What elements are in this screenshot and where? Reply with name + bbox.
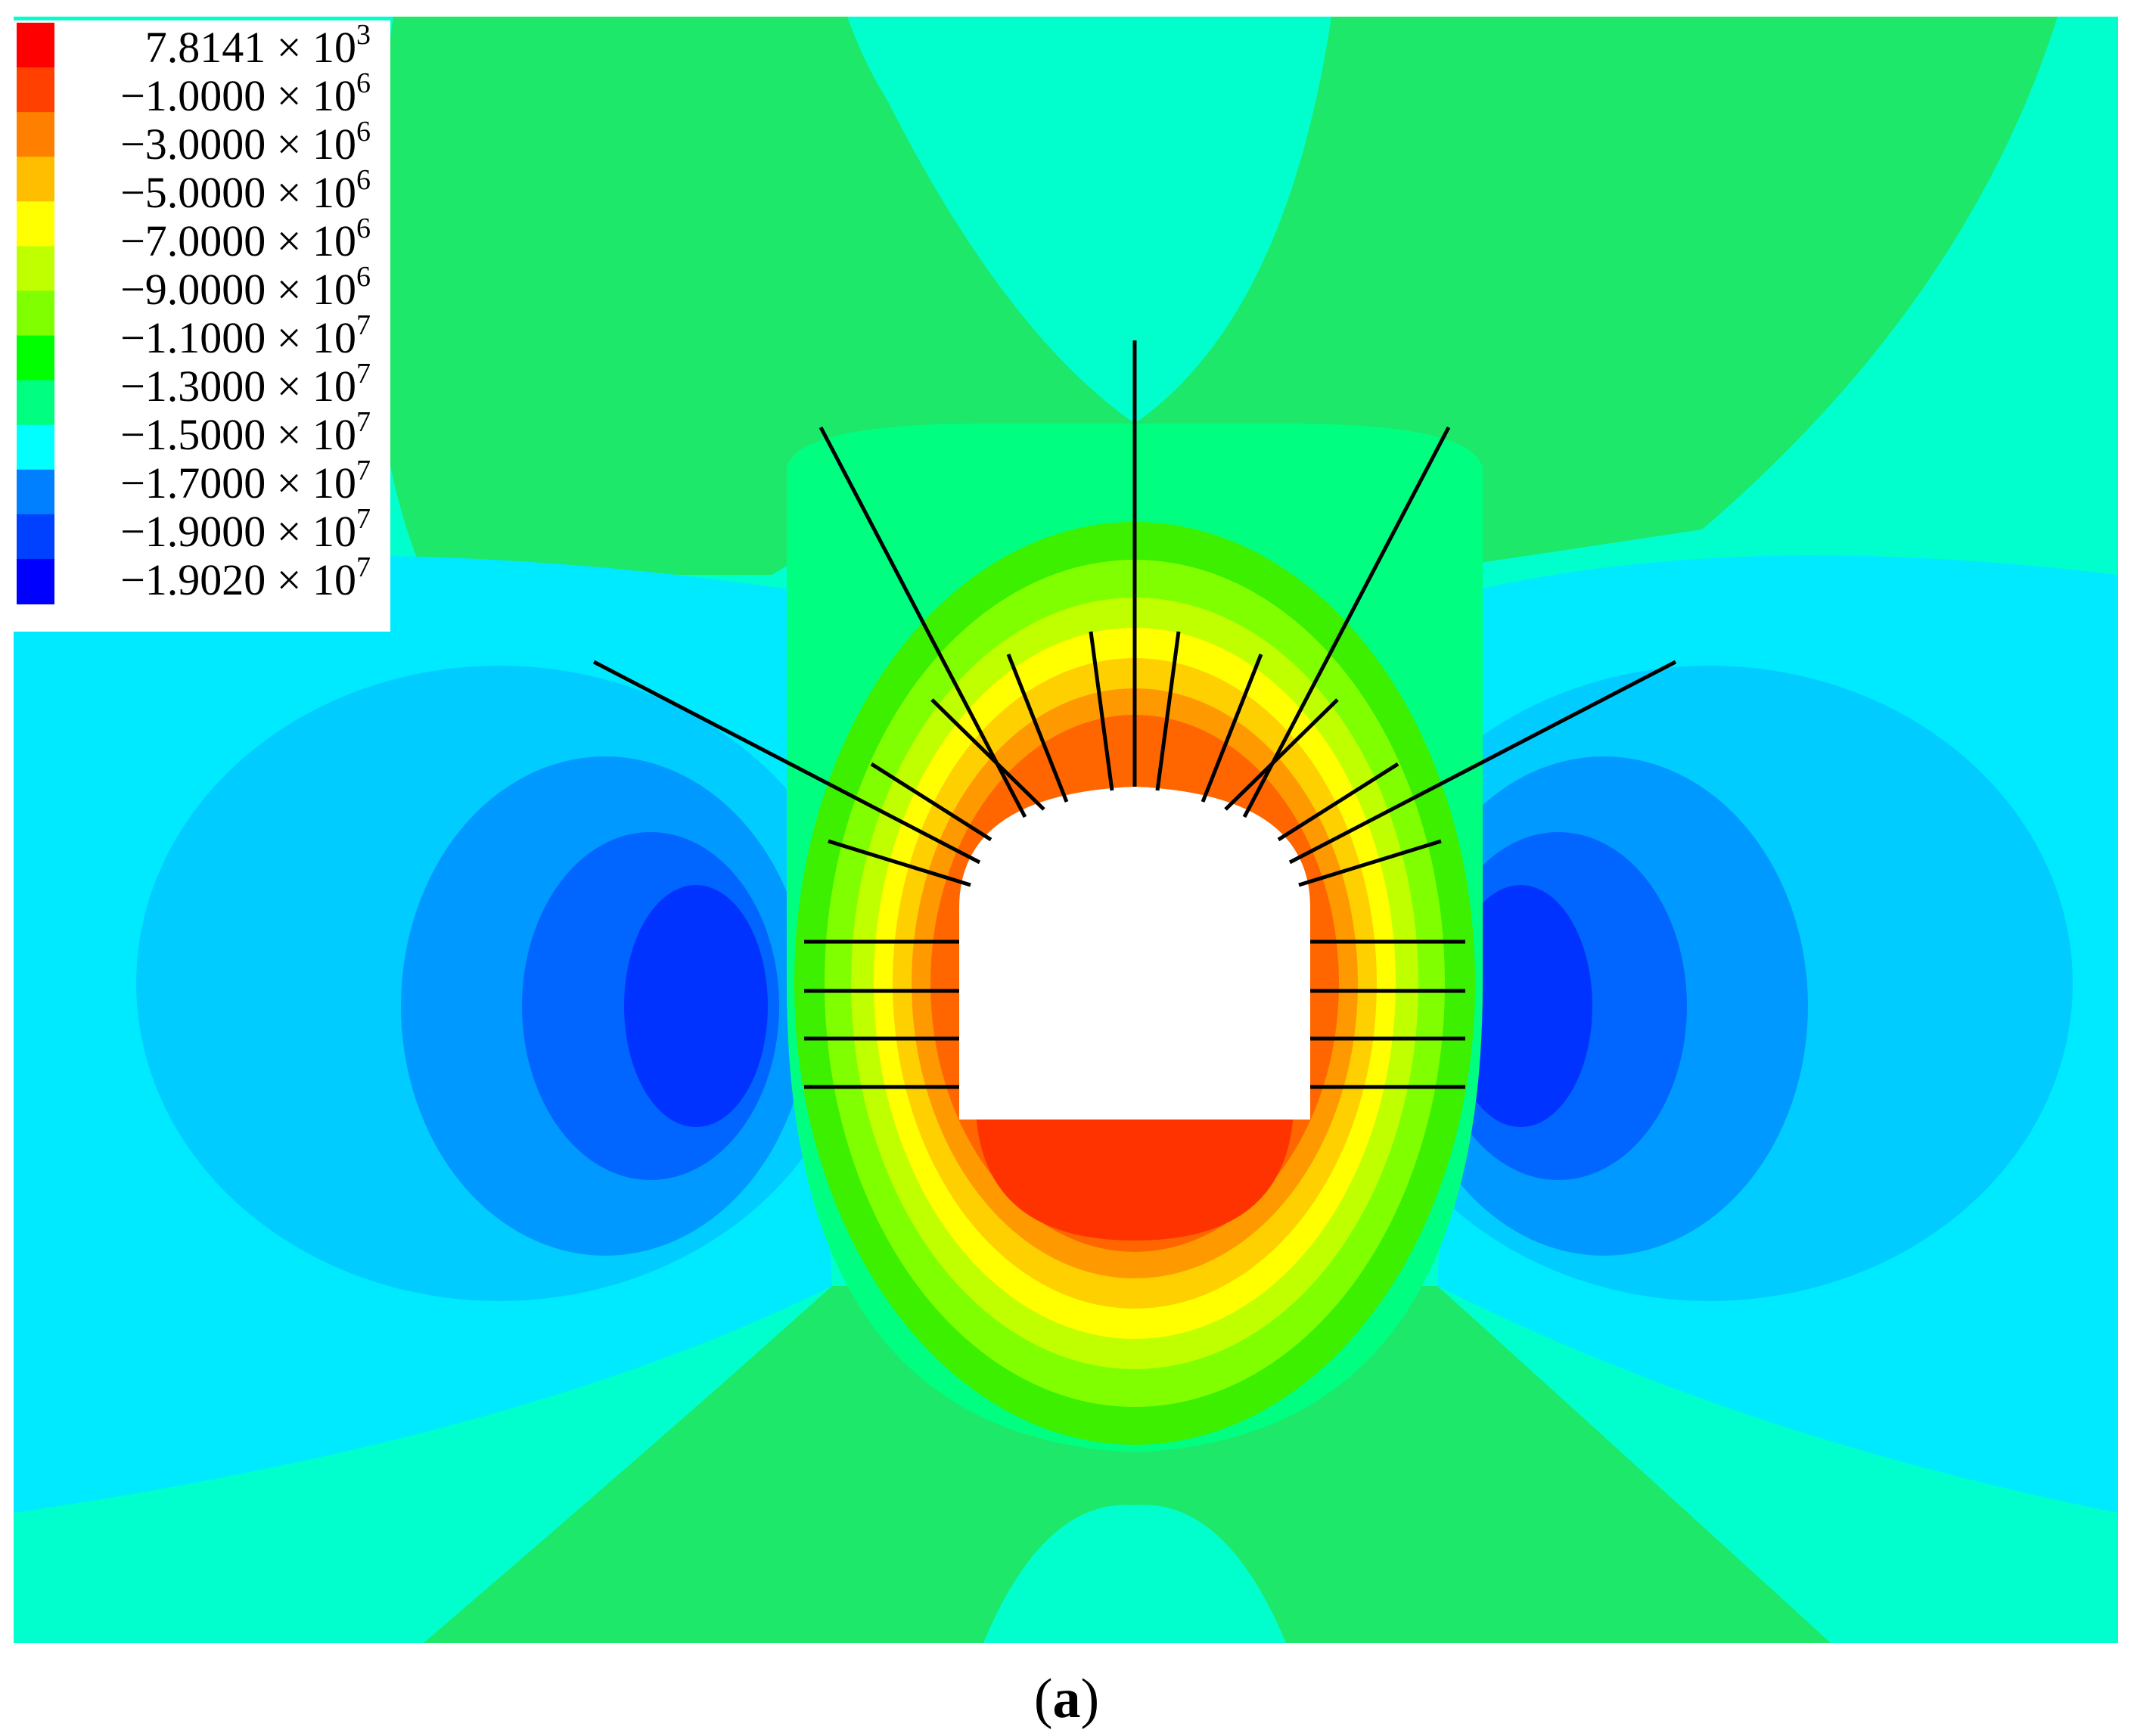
bolt-short <box>1006 654 1069 803</box>
bolt-short <box>930 698 1045 811</box>
figure-caption: (a) <box>1034 1668 1099 1730</box>
bolt-short <box>828 839 971 887</box>
legend-mantissa: −5.0000 × 10 <box>120 168 356 217</box>
legend-label: −1.9000 × 107 <box>120 503 371 556</box>
tunnel-opening <box>959 787 1310 1120</box>
legend-exponent: 7 <box>356 406 371 438</box>
legend-label: −1.9020 × 107 <box>120 551 371 604</box>
legend-label: −1.7000 × 107 <box>120 455 371 508</box>
legend-label: −1.1000 × 107 <box>120 309 371 362</box>
legend-swatch <box>17 112 54 158</box>
legend-label: 7.8141 × 103 <box>145 19 371 72</box>
legend-swatch <box>17 469 54 515</box>
legend-exponent: 7 <box>356 309 371 341</box>
contour-right-lobe-4 <box>1449 885 1592 1127</box>
bolt-long-left <box>818 426 1027 818</box>
legend-mantissa: −1.7000 × 10 <box>120 458 356 508</box>
legend-swatch <box>17 290 54 337</box>
legend-mantissa: −1.0000 × 10 <box>120 71 356 120</box>
legend-swatches <box>17 23 54 604</box>
rock-bolts <box>592 340 1677 1089</box>
legend-exponent: 7 <box>356 503 371 535</box>
legend-swatch <box>17 246 54 292</box>
legend-mantissa: −1.9020 × 10 <box>120 555 356 604</box>
legend-mantissa: 7.8141 × 10 <box>145 23 356 72</box>
legend-mantissa: −1.9000 × 10 <box>120 507 356 556</box>
legend-label: −7.0000 × 106 <box>120 213 371 266</box>
bolt-short <box>870 762 992 842</box>
legend: 7.8141 × 103−1.0000 × 106−3.0000 × 106−5… <box>14 19 390 632</box>
bolt-short <box>1298 839 1442 887</box>
legend-exponent: 6 <box>356 213 371 244</box>
legend-mantissa: −3.0000 × 10 <box>120 120 356 169</box>
legend-label: −9.0000 × 106 <box>120 261 371 314</box>
contour-left-lobe-4 <box>624 885 768 1127</box>
legend-exponent: 6 <box>356 164 371 196</box>
legend-label: −1.0000 × 106 <box>120 67 371 120</box>
legend-exponent: 7 <box>356 358 371 390</box>
legend-label: −5.0000 × 106 <box>120 164 371 217</box>
caption-close-paren: ) <box>1081 1668 1100 1730</box>
contour-lower-cap <box>983 1505 1286 1643</box>
legend-label: −1.5000 × 107 <box>120 406 371 459</box>
legend-swatch <box>17 514 54 560</box>
legend-swatch <box>17 558 54 604</box>
legend-exponent: 6 <box>356 116 371 148</box>
legend-exponent: 7 <box>356 551 371 583</box>
bolt-short <box>1089 631 1114 791</box>
legend-exponent: 6 <box>356 261 371 293</box>
legend-background <box>14 20 390 632</box>
contour-floor-zone <box>976 1112 1294 1241</box>
legend-swatch <box>17 380 54 426</box>
caption-label: a <box>1053 1668 1081 1730</box>
legend-mantissa: −9.0000 × 10 <box>120 265 356 314</box>
caption-open-paren: ( <box>1034 1668 1053 1730</box>
legend-mantissa: −1.3000 × 10 <box>120 362 356 411</box>
legend-mantissa: −7.0000 × 10 <box>120 216 356 266</box>
legend-swatch <box>17 23 54 69</box>
legend-swatch <box>17 335 54 381</box>
legend-swatch <box>17 201 54 247</box>
legend-mantissa: −1.1000 × 10 <box>120 313 356 362</box>
contour-plot-area <box>14 17 2118 1643</box>
legend-swatch <box>17 67 54 113</box>
legend-exponent: 7 <box>356 455 371 486</box>
bolt-short <box>1277 762 1399 842</box>
legend-exponent: 6 <box>356 67 371 99</box>
bolt-long-right-2 <box>1288 660 1677 865</box>
legend-swatch <box>17 424 54 470</box>
bolt-long-left-2 <box>592 660 981 865</box>
legend-mantissa: −1.5000 × 10 <box>120 410 356 459</box>
bolt-long-right <box>1242 426 1451 818</box>
legend-label: −1.3000 × 107 <box>120 358 371 411</box>
contour-lower-green-zone <box>424 1286 1831 1643</box>
bolt-short <box>1224 698 1339 811</box>
legend-labels: 7.8141 × 103−1.0000 × 106−3.0000 × 106−5… <box>120 19 371 604</box>
contour-upper-cap <box>847 17 1331 424</box>
bolt-short <box>1155 631 1181 791</box>
legend-swatch <box>17 157 54 203</box>
legend-label: −3.0000 × 106 <box>120 116 371 169</box>
bolt-short <box>1201 654 1263 803</box>
legend-exponent: 3 <box>356 19 371 51</box>
